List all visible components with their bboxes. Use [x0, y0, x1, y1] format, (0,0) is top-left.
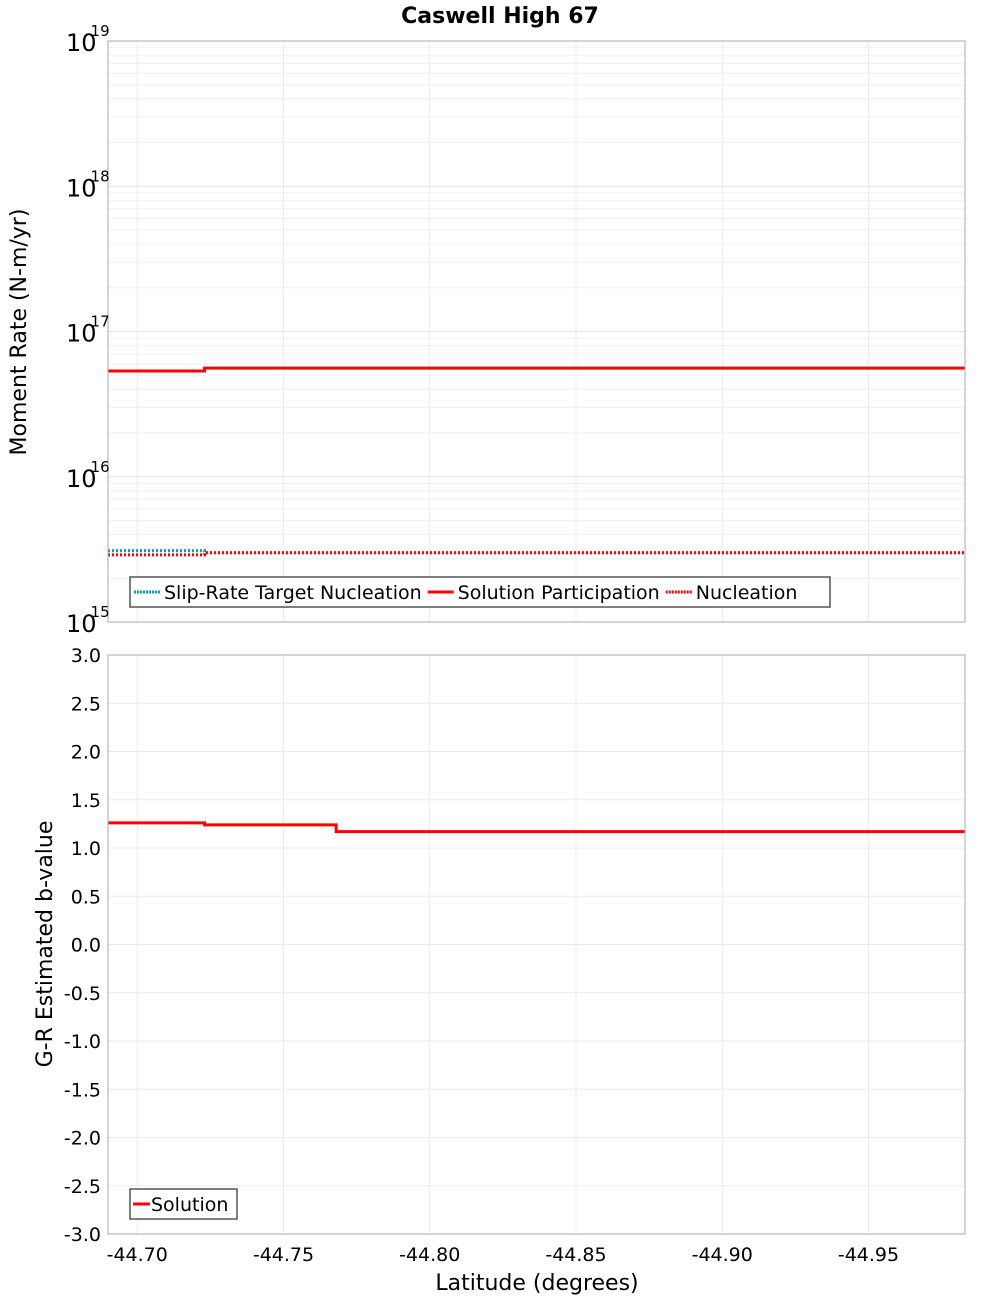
y-axis-label-bottom: G-R Estimated b-value — [33, 821, 58, 1068]
y-tick-label: 0.5 — [71, 886, 101, 908]
legend-bottom: Solution — [130, 1189, 237, 1219]
y-tick-label: -3.0 — [64, 1224, 101, 1246]
y-tick-label: -0.5 — [64, 983, 101, 1005]
x-tick-label: -44.70 — [107, 1244, 168, 1266]
chart-figure: Caswell High 67 1015 1016 1017 1018 1019 Mom… — [0, 0, 1000, 1300]
y-tick-label: 1015 — [66, 603, 110, 638]
x-tick-label: -44.80 — [399, 1244, 460, 1266]
x-axis-label: Latitude (degrees) — [435, 1271, 638, 1296]
y-tick-label: 2.5 — [71, 693, 101, 715]
y-tick-label: 1018 — [66, 167, 110, 202]
y-axis-ticks-top: 1015 1016 1017 1018 1019 — [66, 22, 110, 638]
y-tick-label: 0.0 — [71, 935, 101, 957]
y-tick-label: 2.0 — [71, 742, 101, 764]
b-value-plot: 3.0 2.5 2.0 1.5 1.0 0.5 0.0 -0.5 -1.0 -1.5 -2.0 -2.… — [33, 645, 965, 1296]
y-tick-label: 1017 — [66, 313, 110, 348]
y-tick-label: -1.5 — [64, 1079, 101, 1101]
x-tick-label: -44.75 — [253, 1244, 314, 1266]
moment-rate-plot: 1015 1016 1017 1018 1019 Moment Rate (N-m/yr… — [7, 22, 965, 638]
legend-top: Slip-Rate Target Nucleation Solution Part… — [130, 577, 830, 607]
chart-title: Caswell High 67 — [401, 4, 599, 29]
y-tick-label: 1016 — [66, 458, 110, 493]
y-tick-label: 1019 — [66, 22, 110, 57]
legend-label: Solution — [151, 1194, 228, 1216]
x-tick-label: -44.85 — [545, 1244, 606, 1266]
y-tick-label: -1.0 — [64, 1031, 101, 1053]
y-axis-ticks-bottom: 3.0 2.5 2.0 1.5 1.0 0.5 0.0 -0.5 -1.0 -1.5 -2.0 -2.… — [64, 645, 101, 1246]
x-tick-label: -44.95 — [838, 1244, 899, 1266]
legend-label: Nucleation — [696, 582, 798, 604]
x-tick-label: -44.90 — [692, 1244, 753, 1266]
x-axis-ticks: -44.70 -44.75 -44.80 -44.85 -44.90 -44.95 — [107, 1244, 899, 1266]
y-axis-label-top: Moment Rate (N-m/yr) — [7, 209, 32, 456]
legend-label: Slip-Rate Target Nucleation — [164, 582, 422, 604]
y-tick-label: -2.0 — [64, 1128, 101, 1150]
y-tick-label: 1.0 — [71, 838, 101, 860]
legend-label: Solution Participation — [458, 582, 660, 604]
y-tick-label: 1.5 — [71, 790, 101, 812]
y-tick-label: -2.5 — [64, 1176, 101, 1198]
y-tick-label: 3.0 — [71, 645, 101, 667]
